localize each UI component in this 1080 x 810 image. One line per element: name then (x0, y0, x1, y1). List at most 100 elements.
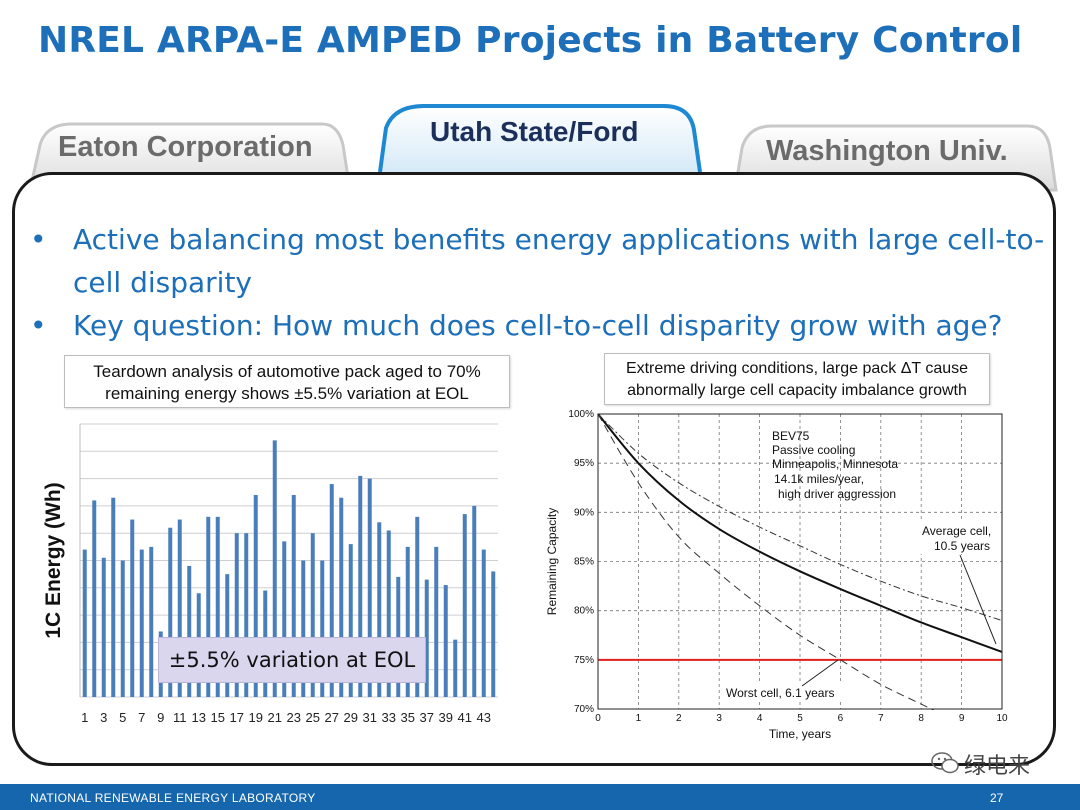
info-line-3: Minneapolis, Minnesota (772, 457, 898, 471)
line-x-tick: 7 (878, 713, 884, 724)
line-x-tick: 0 (595, 713, 601, 724)
bar-x-tick: 41 (458, 710, 472, 725)
bar-cell-11 (177, 519, 182, 697)
line-y-tick: 90% (574, 507, 594, 518)
bar-cell-3 (101, 557, 106, 697)
line-x-tick: 1 (636, 713, 642, 724)
left-caption-line2: remaining energy shows ±5.5% variation a… (105, 384, 469, 403)
average-cell-label-1: Average cell, (922, 524, 991, 538)
bar-x-tick: 39 (439, 710, 453, 725)
bullet-dot: • (30, 309, 47, 342)
bar-cell-33 (386, 530, 391, 697)
line-x-tick: 3 (716, 713, 722, 724)
bar-cell-14 (206, 516, 211, 697)
line-y-tick: 85% (574, 557, 594, 568)
bar-x-tick: 15 (211, 710, 225, 725)
bar-x-tick: 17 (230, 710, 244, 725)
bar-cell-8 (149, 546, 154, 697)
bar-cell-6 (130, 519, 135, 697)
bar-cell-16 (225, 574, 230, 697)
bar-x-tick: 31 (363, 710, 377, 725)
info-line-2: Passive cooling (772, 443, 855, 457)
bullet-list: • Active balancing most benefits energy … (30, 218, 1060, 347)
bar-cell-29 (348, 544, 353, 697)
bar-cell-37 (424, 579, 429, 697)
bar-cell-41 (462, 514, 467, 697)
bar-cell-27 (329, 484, 334, 697)
bar-cell-31 (367, 478, 372, 697)
bar-cell-15 (215, 516, 220, 697)
right-caption-line2: abnormally large cell capacity imbalance… (627, 382, 967, 399)
line-chart-xlabel: Time, years (769, 727, 831, 741)
bar-x-tick: 27 (325, 710, 339, 725)
bar-cell-5 (120, 560, 125, 697)
bar-cell-25 (310, 533, 315, 697)
bar-cell-30 (358, 475, 363, 697)
footer-lab-name: NATIONAL RENEWABLE ENERGY LABORATORY (30, 791, 316, 805)
bar-cell-44 (491, 571, 496, 697)
bullet-item: • Active balancing most benefits energy … (30, 218, 1060, 304)
series-worst-cell (597, 413, 1003, 739)
bar-x-tick: 13 (192, 710, 206, 725)
average-cell-pointer (959, 554, 997, 645)
line-x-tick: 10 (996, 713, 1008, 724)
page-number: 27 (990, 791, 1004, 805)
tab-utah-shape[interactable] (378, 104, 702, 173)
bar-cell-12 (187, 565, 192, 697)
line-chart-ylabel: Remaining Capacity (545, 508, 559, 615)
line-chart: 0 1 2 3 4 5 6 7 8 9 10 100% 95% 90% 85% 80% 75% 70% Time,… (545, 409, 1008, 750)
bar-x-tick: 43 (477, 710, 491, 725)
info-line-1: BEV75 (772, 429, 810, 443)
line-y-tick: 100% (568, 409, 594, 420)
bar-x-tick: 21 (268, 710, 282, 725)
bar-x-tick: 35 (401, 710, 415, 725)
line-y-tick: 70% (574, 704, 594, 715)
variation-annotation: ±5.5% variation at EOL (158, 637, 426, 683)
tab-eaton[interactable]: Eaton Corporation (58, 131, 313, 163)
tab-washington[interactable]: Washington Univ. (766, 135, 1008, 167)
bar-cell-28 (339, 497, 344, 697)
line-x-tick: 8 (918, 713, 924, 724)
bar-x-tick: 25 (306, 710, 320, 725)
tab-shapes (28, 104, 1058, 192)
line-chart-frame (597, 413, 1003, 710)
bar-x-tick: 11 (173, 710, 187, 725)
bar-cell-42 (472, 505, 477, 697)
bar-x-tick: 37 (420, 710, 434, 725)
bar-x-tick: 23 (287, 710, 301, 725)
worst-cell-pointer (801, 659, 839, 687)
worst-cell-label: Worst cell, 6.1 years (726, 686, 834, 700)
line-x-tick: 2 (676, 713, 682, 724)
worst-label-bg (722, 684, 846, 700)
line-x-tick: 9 (959, 713, 965, 724)
bar-cell-35 (405, 546, 410, 697)
series-best-cell (597, 413, 1003, 621)
right-caption-line1: Extreme driving conditions, large pack Δ… (625, 360, 969, 377)
line-x-tick: 6 (838, 713, 844, 724)
bar-cell-17 (234, 533, 239, 697)
bar-x-tick: 5 (119, 710, 126, 725)
watermark: 绿电来 (930, 748, 1050, 779)
line-y-tick: 75% (574, 655, 594, 666)
bullet-text-1: Active balancing most benefits energy ap… (73, 223, 1045, 299)
bar-cell-38 (434, 546, 439, 697)
bar-cell-34 (396, 576, 401, 697)
bar-cell-40 (453, 639, 458, 697)
bar-cell-26 (320, 560, 325, 697)
bar-cell-36 (415, 516, 420, 697)
bullet-item: • Key question: How much does cell-to-ce… (30, 304, 1060, 347)
bar-x-tick: 33 (382, 710, 396, 725)
bullet-text-2: Key question: How much does cell-to-cell… (73, 309, 1003, 342)
info-line-4: 14.1k miles/year, (774, 472, 864, 486)
bar-cell-19 (253, 494, 258, 697)
bar-cell-24 (301, 560, 306, 697)
left-chart-caption: Teardown analysis of automotive pack age… (64, 355, 510, 408)
tab-utah-state-ford[interactable]: Utah State/Ford (430, 116, 639, 147)
bar-cell-4 (111, 497, 116, 697)
average-label-bg (917, 522, 997, 554)
wechat-icon (931, 752, 959, 774)
bar-chart-ylabel: 1C Energy (Wh) (42, 482, 65, 638)
bar-cell-2 (92, 500, 97, 697)
line-y-tick: 95% (574, 458, 594, 469)
bar-x-tick: 1 (81, 710, 88, 725)
